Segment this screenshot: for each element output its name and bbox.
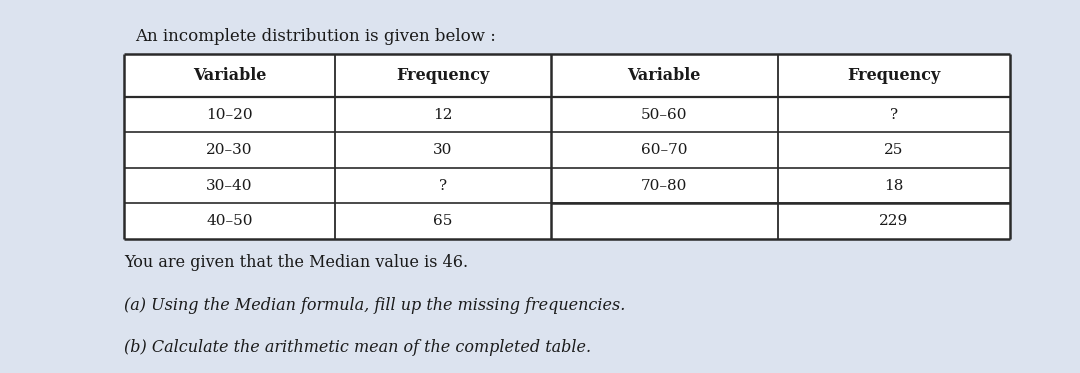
Text: 40–50: 40–50 [206, 214, 253, 228]
Text: 70–80: 70–80 [642, 179, 687, 192]
Text: ?: ? [890, 108, 897, 122]
Text: Frequency: Frequency [396, 67, 489, 84]
Text: 60–70: 60–70 [640, 143, 688, 157]
Text: (b) Calculate the arithmetic mean of the completed table.: (b) Calculate the arithmetic mean of the… [124, 339, 592, 357]
Text: Variable: Variable [193, 67, 266, 84]
Text: 10–20: 10–20 [206, 108, 253, 122]
Text: 25: 25 [885, 143, 903, 157]
Text: 12: 12 [433, 108, 453, 122]
Text: Variable: Variable [627, 67, 701, 84]
Bar [124, 54, 1010, 239]
Text: (a) Using the Median formula, fill up the missing frequencies.: (a) Using the Median formula, fill up th… [124, 297, 625, 314]
Text: You are given that the Median value is 46.: You are given that the Median value is 4… [124, 254, 469, 271]
Text: 229: 229 [879, 214, 908, 228]
Text: 18: 18 [885, 179, 903, 192]
Text: 20–30: 20–30 [206, 143, 253, 157]
Text: An incomplete distribution is given below :: An incomplete distribution is given belo… [135, 28, 496, 45]
Text: 30: 30 [433, 143, 453, 157]
Text: 30–40: 30–40 [206, 179, 253, 192]
Text: 50–60: 50–60 [640, 108, 688, 122]
Text: 65: 65 [433, 214, 453, 228]
Text: Frequency: Frequency [847, 67, 941, 84]
Text: ?: ? [438, 179, 447, 192]
